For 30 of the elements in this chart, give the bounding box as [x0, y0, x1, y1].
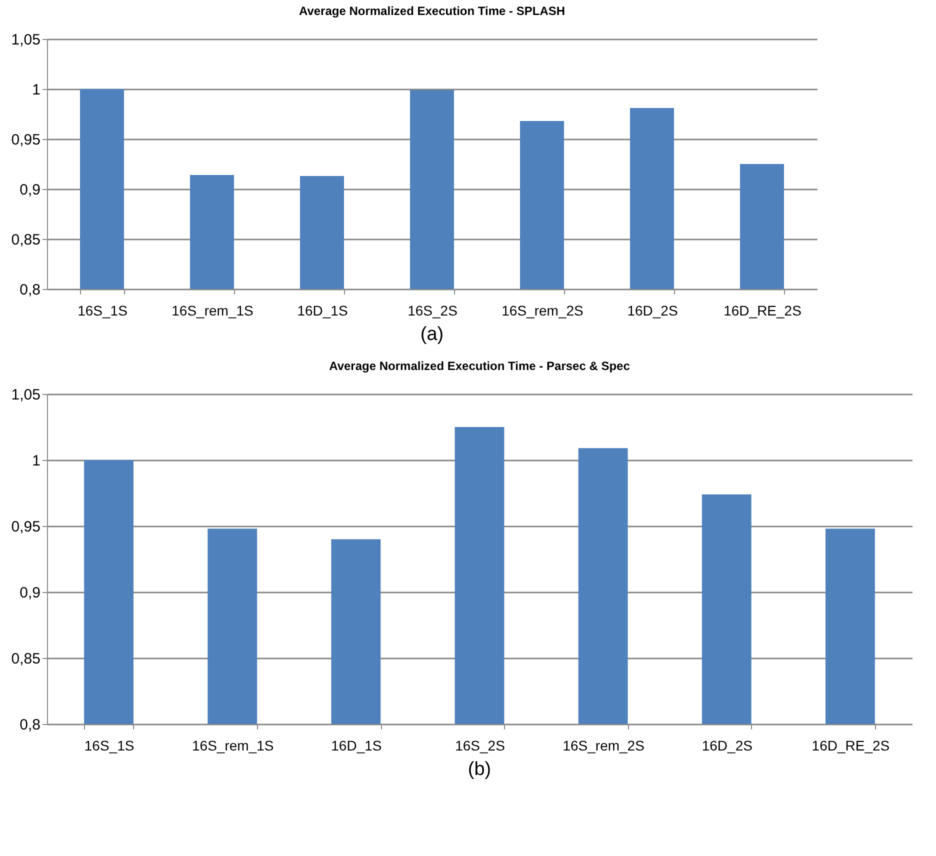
- x-tick-label: 16D_1S: [331, 738, 382, 754]
- x-tick-label: 16S_2S: [408, 302, 458, 318]
- y-tick-label: 0,8: [20, 282, 40, 298]
- x-tick-label: 16D_2S: [702, 738, 752, 754]
- x-tick-label: 16D_RE_2S: [812, 738, 890, 754]
- text: (b): [468, 759, 492, 780]
- y-tick-label: 0,9: [20, 182, 40, 198]
- x-tick-label: 16S_rem_2S: [562, 738, 644, 754]
- y-tick-label: 0,95: [11, 132, 40, 148]
- y-tick-label: 1: [32, 452, 40, 470]
- y-tick-label: 0,85: [11, 650, 40, 668]
- x-tick-label: 16D_RE_2S: [724, 302, 802, 318]
- x-tick-label: 16S_rem_1S: [192, 738, 274, 754]
- y-tick-label: 1,05: [11, 386, 40, 404]
- chart-title: Average Normalized Execution Time - SPLASH: [298, 4, 566, 18]
- chart-title: Average Normalized Execution Time - Parsec & Spec: [329, 359, 630, 373]
- y-tick-label: 1,05: [11, 32, 40, 48]
- y-tick-label: 0,95: [11, 518, 40, 536]
- y-tick-label: 0,85: [11, 232, 40, 248]
- y-tick-label: 0,8: [20, 716, 40, 734]
- x-tick-label: 16S_2S: [455, 738, 505, 754]
- text: (a): [420, 324, 444, 345]
- x-tick-label: 16D_2S: [627, 302, 678, 318]
- x-tick-label: 16D_1S: [297, 302, 348, 318]
- x-tick-label: 16S_rem_1S: [172, 302, 254, 318]
- x-tick-label: 16S_1S: [78, 302, 128, 318]
- x-tick-label: 16S_rem_2S: [502, 302, 584, 318]
- x-tick-label: 16S_1S: [84, 738, 134, 754]
- y-tick-label: 1: [32, 82, 40, 98]
- y-tick-label: 0,9: [20, 584, 40, 602]
